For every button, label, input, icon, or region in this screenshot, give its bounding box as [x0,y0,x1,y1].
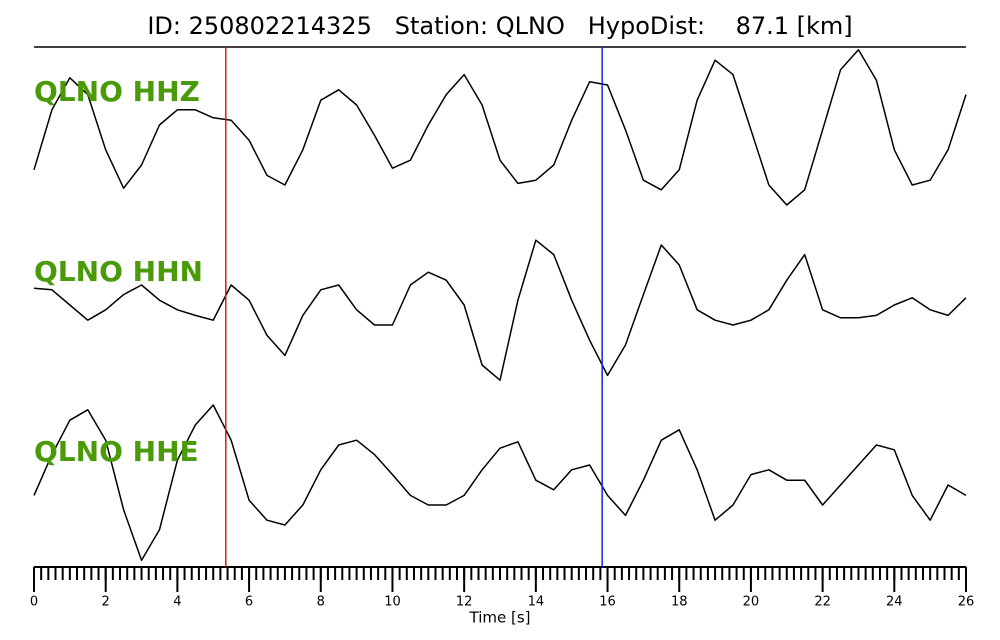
x-tick-label: 6 [245,595,253,610]
trace [33,49,967,206]
chart-title: ID: 250802214325 Station: QLNO HypoDist:… [147,12,852,40]
x-tick-label: 8 [317,595,325,610]
x-tick-label: 24 [886,595,903,610]
x-tick-label: 20 [743,595,760,610]
x-tick-label: 16 [599,595,616,610]
x-tick-label: 18 [671,595,688,610]
x-axis-label: Time [s] [469,609,531,627]
x-tick-label: 26 [958,595,975,610]
trace-label: QLNO HHN [34,255,203,288]
trace [33,239,967,381]
x-tick-label: 14 [528,595,545,610]
trace-label: QLNO HHZ [34,75,200,108]
x-tick-label: 2 [102,595,110,610]
x-tick-label: 0 [30,595,38,610]
x-tick-label: 4 [173,595,181,610]
x-tick-label: 12 [456,595,473,610]
x-tick-label: 10 [384,595,401,610]
trace [33,404,967,561]
trace-label: QLNO HHE [34,435,199,468]
x-tick-label: 22 [814,595,831,610]
